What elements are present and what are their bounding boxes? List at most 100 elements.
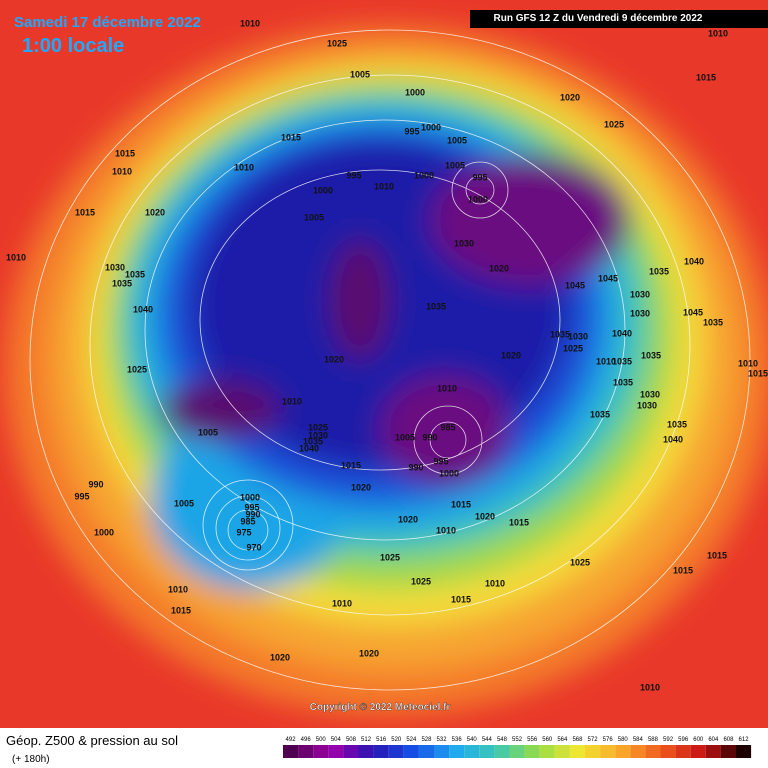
colorbar-cell bbox=[569, 745, 585, 758]
pressure-label: 990 bbox=[88, 479, 103, 489]
pressure-label: 1015 bbox=[748, 368, 768, 378]
pressure-label: 1025 bbox=[411, 576, 431, 586]
pressure-label: 995 bbox=[346, 170, 361, 180]
pressure-label: 1005 bbox=[174, 498, 194, 508]
pressure-label: 995 bbox=[433, 456, 448, 466]
colorbar-cell bbox=[660, 745, 676, 758]
pressure-label: 1010 bbox=[596, 356, 616, 366]
pressure-label: 1000 bbox=[240, 492, 260, 502]
pressure-label: 1015 bbox=[341, 460, 361, 470]
colorbar-cell bbox=[554, 745, 570, 758]
pressure-label: 1035 bbox=[667, 419, 687, 429]
pressure-label: 1035 bbox=[590, 409, 610, 419]
pressure-label: 995 bbox=[244, 502, 259, 512]
colorbar-cell bbox=[449, 745, 465, 758]
pressure-label: 1010 bbox=[437, 383, 457, 393]
colorbar-cell bbox=[509, 745, 525, 758]
run-info: Run GFS 12 Z du Vendredi 9 décembre 2022 bbox=[494, 13, 703, 24]
run-banner bbox=[470, 10, 768, 28]
pressure-label: 1020 bbox=[560, 92, 580, 102]
pressure-label: 1010 bbox=[485, 578, 505, 588]
pressure-label: 1010 bbox=[6, 252, 26, 262]
colorbar-label: 564 bbox=[557, 737, 568, 743]
pressure-label: 1000 bbox=[313, 185, 333, 195]
pressure-label: 1010 bbox=[234, 162, 254, 172]
colorbar-cell bbox=[720, 745, 736, 758]
pressure-label: 1035 bbox=[550, 329, 570, 339]
date: Samedi 17 décembre 2022 bbox=[14, 14, 201, 31]
colorbar-cell bbox=[615, 745, 631, 758]
colorbar-label: 556 bbox=[527, 737, 538, 743]
colorbar-label: 588 bbox=[648, 737, 659, 743]
footer-lead: (+ 180h) bbox=[12, 754, 50, 765]
pressure-label: 1030 bbox=[630, 308, 650, 318]
pressure-label: 1020 bbox=[359, 648, 379, 658]
pressure-label: 1000 bbox=[94, 527, 114, 537]
colorbar-cell bbox=[690, 745, 706, 758]
pressure-label: 990 bbox=[408, 462, 423, 472]
pressure-label: 1020 bbox=[501, 350, 521, 360]
colorbar-cell bbox=[524, 745, 540, 758]
pressure-label: 1020 bbox=[351, 482, 371, 492]
colorbar-label: 496 bbox=[301, 737, 312, 743]
pressure-label: 1040 bbox=[663, 434, 683, 444]
pressure-label: 1035 bbox=[303, 436, 323, 446]
colorbar-cell bbox=[630, 745, 646, 758]
colorbar-cell bbox=[418, 745, 434, 758]
pressure-label: 995 bbox=[404, 126, 419, 136]
colorbar-cell bbox=[585, 745, 601, 758]
pressure-label: 1045 bbox=[683, 307, 703, 317]
pressure-label: 1030 bbox=[308, 430, 328, 440]
colorbar-label: 532 bbox=[437, 737, 448, 743]
colorbar-cell bbox=[464, 745, 480, 758]
colorbar-cell bbox=[298, 745, 314, 758]
pressure-label: 1035 bbox=[649, 266, 669, 276]
colorbar-label: 600 bbox=[693, 737, 704, 743]
colorbar-label: 580 bbox=[618, 737, 629, 743]
colorbar-cell bbox=[539, 745, 555, 758]
pressure-label: 1000 bbox=[405, 87, 425, 97]
map bbox=[0, 0, 768, 728]
pressure-label: 995 bbox=[74, 491, 89, 501]
colorbar-cell bbox=[675, 745, 691, 758]
colorbar-label: 500 bbox=[316, 737, 327, 743]
contours bbox=[29, 29, 751, 691]
colorbar-label: 576 bbox=[603, 737, 614, 743]
pressure-label: 1005 bbox=[395, 432, 415, 442]
colorbar-label: 584 bbox=[633, 737, 644, 743]
colorbar-cell bbox=[736, 745, 752, 758]
colorbar-label: 568 bbox=[572, 737, 583, 743]
pressure-label: 985 bbox=[240, 516, 255, 526]
pressure-label: 1005 bbox=[304, 212, 324, 222]
colorbar-label: 548 bbox=[497, 737, 508, 743]
pressure-label: 1015 bbox=[171, 605, 191, 615]
pressure-label: 1015 bbox=[281, 132, 301, 142]
colorbar-label: 536 bbox=[452, 737, 463, 743]
pressure-label: 1020 bbox=[398, 514, 418, 524]
pressure-label: 1035 bbox=[426, 301, 446, 311]
pressure-label: 1015 bbox=[115, 148, 135, 158]
pressure-label: 975 bbox=[236, 527, 251, 537]
pressure-label: 995 bbox=[472, 172, 487, 182]
colorbar-cell bbox=[705, 745, 721, 758]
pressure-label: 1015 bbox=[75, 207, 95, 217]
pressure-label: 1020 bbox=[270, 652, 290, 662]
pressure-label: 1010 bbox=[374, 181, 394, 191]
colorbar-label: 612 bbox=[739, 737, 750, 743]
colorbar-label: 504 bbox=[331, 737, 342, 743]
pressure-label: 1035 bbox=[613, 377, 633, 387]
pressure-label: 1025 bbox=[380, 552, 400, 562]
pressure-label: 1010 bbox=[738, 358, 758, 368]
pressure-label: 1030 bbox=[454, 238, 474, 248]
pressure-label: 1045 bbox=[565, 280, 585, 290]
colorbar-cell bbox=[283, 745, 299, 758]
colorbar-cell bbox=[645, 745, 661, 758]
pressure-label: 1030 bbox=[568, 331, 588, 341]
pressure-label: 1045 bbox=[598, 273, 618, 283]
pressure-label: 1015 bbox=[509, 517, 529, 527]
pressure-label: 1010 bbox=[112, 166, 132, 176]
pressure-label: 1040 bbox=[684, 256, 704, 266]
pressure-label: 1000 bbox=[421, 122, 441, 132]
pressure-label: 1030 bbox=[637, 400, 657, 410]
